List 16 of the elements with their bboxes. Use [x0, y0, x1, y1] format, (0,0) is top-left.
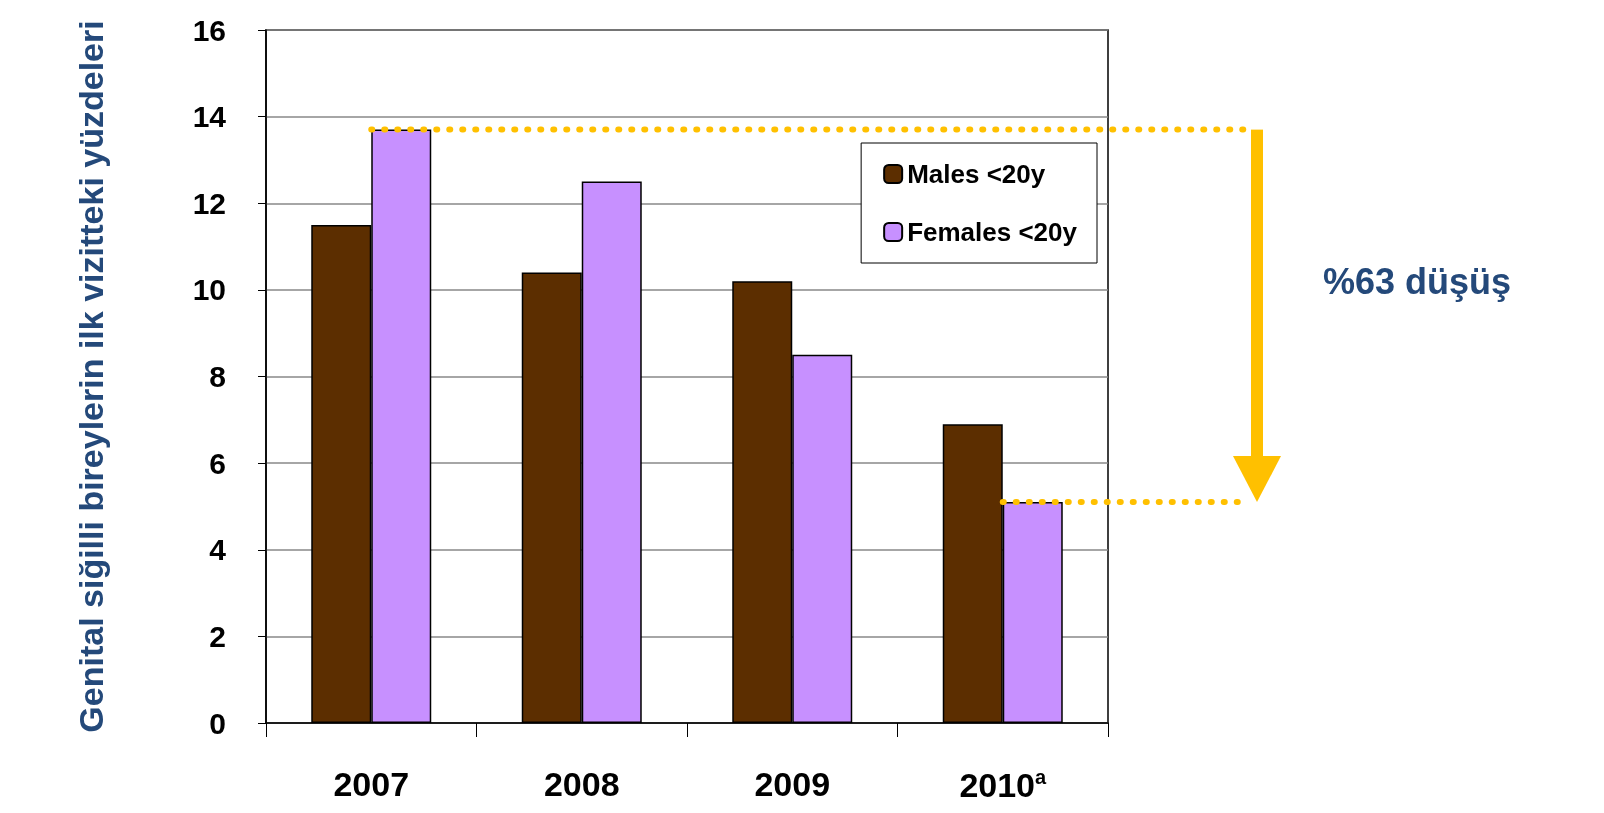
- y-tick-label: 0: [209, 706, 226, 740]
- legend-label: Females <20y: [907, 217, 1078, 247]
- y-tick-label: 12: [192, 186, 226, 220]
- y-tick-label: 4: [209, 533, 227, 567]
- y-tick-label: 10: [192, 273, 226, 307]
- legend-label: Males <20y: [907, 159, 1046, 189]
- y-tick-label: 14: [192, 100, 227, 134]
- x-tick-label: 2009: [754, 765, 831, 803]
- y-tick-label: 2: [209, 619, 226, 653]
- x-tick-label: 2007: [333, 765, 410, 803]
- text: %63 düşüş: [1323, 260, 1512, 302]
- y-tick-label: 8: [209, 360, 226, 393]
- y-tick-label: 6: [209, 446, 226, 480]
- x-tick-label: 2008: [543, 765, 620, 803]
- y-axis-title: Genital siğilli bireylerin ilk vizitteki yüzdeleri: [72, 20, 110, 733]
- y-tick-label: 16: [192, 13, 226, 47]
